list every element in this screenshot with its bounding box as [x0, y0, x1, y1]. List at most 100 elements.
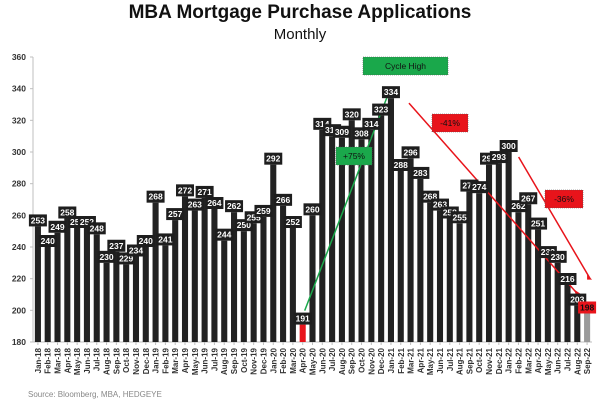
data-label: 259 — [256, 206, 270, 216]
data-label: 241 — [158, 234, 172, 244]
bar-Mar-19 — [172, 220, 179, 342]
x-tick-label: Jun-20 — [318, 347, 327, 373]
x-tick-label: Jun-19 — [201, 347, 210, 373]
data-label: 252 — [80, 217, 94, 227]
y-tick-label: 220 — [12, 274, 26, 284]
bar-Mar-21 — [407, 158, 414, 342]
bar-Aug-20 — [338, 137, 345, 342]
data-label: 272 — [178, 185, 192, 195]
data-label-box — [87, 222, 106, 235]
data-label: 263 — [433, 200, 447, 210]
bar-Jan-18 — [34, 226, 41, 342]
bar-Mar-20 — [289, 228, 296, 342]
data-label-box — [519, 192, 538, 205]
bar-Sep-20 — [348, 120, 355, 342]
bar-Jul-22 — [564, 285, 571, 342]
x-tick-label: Jul-18 — [93, 347, 102, 371]
bar-Aug-22 — [574, 305, 581, 342]
bar-Dec-21 — [495, 163, 502, 342]
data-label-box — [548, 250, 567, 263]
data-label: 268 — [423, 192, 437, 202]
data-label: 300 — [502, 141, 516, 151]
data-label: 266 — [276, 195, 290, 205]
bar-Apr-20 — [299, 324, 306, 342]
data-label-box — [342, 108, 361, 121]
bar-Jun-19 — [201, 197, 208, 342]
up-pct-callout — [335, 146, 373, 166]
x-tick-label: Apr-18 — [63, 347, 72, 373]
data-label-box — [136, 235, 155, 247]
data-label: 255 — [247, 212, 261, 222]
data-label: 314 — [364, 119, 378, 129]
bar-Oct-18 — [123, 264, 130, 342]
data-label: 310 — [325, 125, 339, 135]
down-pct-2-callout-text: -36% — [554, 194, 574, 204]
data-label-box — [323, 124, 342, 137]
bar-Oct-19 — [240, 231, 247, 342]
data-label-box — [264, 152, 283, 165]
bar-Mar-22 — [525, 204, 532, 342]
bar-Feb-19 — [162, 245, 169, 342]
x-tick-label: Mar-18 — [54, 347, 63, 373]
bar-Jun-21 — [436, 210, 444, 342]
x-tick-label: May-19 — [191, 347, 200, 375]
data-label-box — [126, 244, 145, 257]
bar-Apr-22 — [535, 229, 542, 342]
data-label: 262 — [227, 201, 241, 211]
data-label: 257 — [168, 209, 182, 219]
bar-May-20 — [309, 215, 316, 342]
x-tick-label: Sep-20 — [348, 347, 357, 374]
bar-May-22 — [544, 258, 551, 342]
data-label: 216 — [560, 274, 574, 284]
y-tick-label: 240 — [12, 242, 26, 252]
data-label: 308 — [354, 128, 368, 138]
data-label: 248 — [90, 223, 104, 233]
y-tick-label: 360 — [12, 52, 26, 62]
bar-Nov-20 — [368, 129, 375, 342]
x-tick-label: Jun-18 — [83, 347, 92, 373]
data-label-box — [401, 146, 420, 159]
x-tick-label: Mar-19 — [171, 347, 180, 373]
bar-Aug-21 — [456, 223, 463, 342]
data-label: 229 — [119, 253, 133, 263]
data-label-box — [156, 233, 175, 246]
x-tick-label: Feb-22 — [514, 347, 523, 373]
x-tick-label: Dec-20 — [377, 347, 386, 374]
data-label: 323 — [374, 105, 388, 115]
x-tick-label: May-21 — [426, 347, 435, 375]
data-label-box — [352, 127, 371, 140]
x-tick-label: Feb-19 — [161, 347, 170, 373]
data-label: 230 — [551, 252, 565, 262]
bar-Jan-21 — [387, 98, 394, 343]
data-label: 314 — [315, 119, 329, 129]
x-tick-label: Apr-21 — [416, 347, 425, 373]
down-pct-2-callout — [544, 189, 584, 209]
cycle-high-callout — [362, 56, 449, 76]
data-label: 230 — [99, 252, 113, 262]
bar-Jul-18 — [93, 234, 100, 342]
data-label-box — [362, 117, 381, 130]
bar-Apr-19 — [181, 196, 189, 342]
data-label: 293 — [492, 152, 506, 162]
x-tick-label: Aug-20 — [338, 347, 347, 375]
bar-Jun-20 — [319, 129, 326, 342]
bar-Jan-19 — [152, 202, 159, 342]
data-label: 233 — [541, 247, 555, 257]
data-label-box — [48, 220, 67, 233]
data-label-box — [293, 312, 312, 325]
data-label: 258 — [60, 208, 74, 218]
x-tick-label: Jul-21 — [446, 347, 455, 371]
data-label: 252 — [70, 217, 84, 227]
data-label-box — [176, 184, 195, 197]
data-label: 237 — [109, 241, 123, 251]
data-label: 292 — [482, 154, 496, 164]
bar-Nov-18 — [132, 256, 140, 342]
bar-Jan-22 — [505, 152, 512, 342]
bar-Nov-19 — [250, 223, 257, 342]
data-label: 264 — [207, 198, 221, 208]
data-label-box — [97, 250, 116, 263]
x-tick-label: Jan-22 — [505, 347, 514, 373]
x-tick-label: Jan-19 — [152, 347, 161, 373]
bar-May-19 — [191, 210, 198, 342]
data-label-box — [470, 181, 489, 194]
